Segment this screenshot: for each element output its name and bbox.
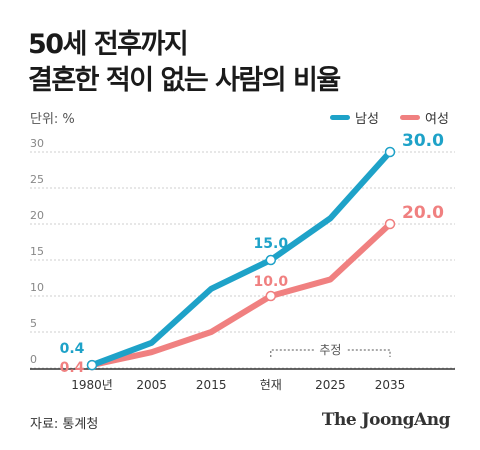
chart-title-line2: 결혼한 적이 없는 사람의 비율 <box>28 65 341 96</box>
legend-label-female: 여성 <box>425 112 449 127</box>
unit-label: 단위: % <box>30 112 75 127</box>
projection-bracket <box>270 349 391 357</box>
x-tick-label: 2035 <box>375 378 406 392</box>
data-label-male: 15.0 <box>254 236 289 252</box>
legend-item-female: 여성 <box>400 108 449 127</box>
y-tick-label: 15 <box>30 245 44 258</box>
x-tick-label: 2025 <box>315 378 346 392</box>
data-point-male <box>86 359 98 371</box>
data-point-male <box>384 146 396 158</box>
x-tick-label: 2015 <box>196 378 227 392</box>
legend-swatch-female <box>400 115 420 120</box>
legend-item-male: 남성 <box>330 108 379 127</box>
data-label-female: 20.0 <box>402 203 444 223</box>
projection-label-bg <box>314 340 347 358</box>
series-line-male <box>89 149 393 369</box>
y-tick-label: 0 <box>30 353 37 366</box>
y-tick-label: 10 <box>30 281 44 294</box>
x-tick-label: 1980년 <box>71 378 113 392</box>
projection-label: 추정 <box>319 343 341 357</box>
data-point-female <box>265 290 277 302</box>
series-line-female <box>89 221 393 369</box>
legend-swatch-male <box>330 115 350 120</box>
data-label-female: 10.0 <box>254 274 289 290</box>
brand-logo: The JoongAng <box>321 410 451 430</box>
chart-title-line1: 50세 전후까지 <box>28 29 189 60</box>
y-tick-label: 5 <box>30 317 37 330</box>
y-tick-label: 20 <box>30 209 44 222</box>
data-label-male: 0.4 <box>60 341 85 357</box>
data-point-female <box>384 218 396 230</box>
x-tick-label: 2005 <box>136 378 167 392</box>
y-tick-label: 30 <box>30 137 44 150</box>
source-note: 자료: 통계청 <box>30 417 99 432</box>
data-label-male: 30.0 <box>402 131 444 151</box>
data-label-female: 0.4 <box>60 360 85 376</box>
legend-label-male: 남성 <box>355 112 379 127</box>
x-tick-label: 현재 <box>260 378 282 392</box>
data-point-male <box>265 254 277 266</box>
y-tick-label: 25 <box>30 173 44 186</box>
